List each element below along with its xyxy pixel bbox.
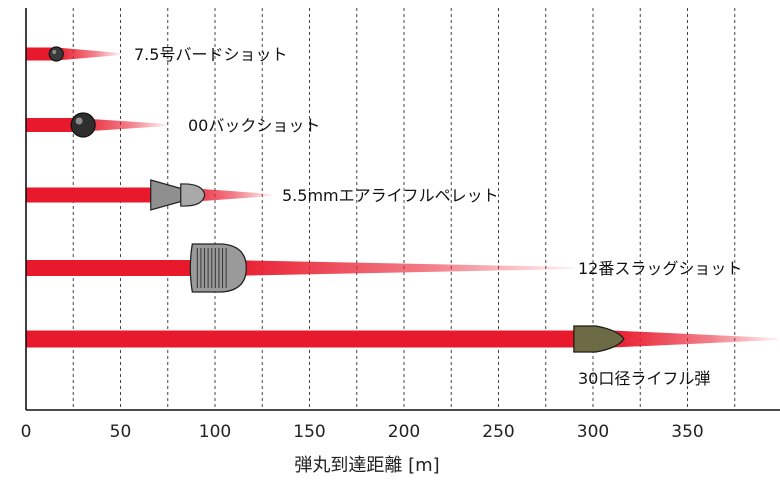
- x-tick-label: 200: [388, 422, 420, 442]
- projectile-label: 00バックショット: [188, 116, 320, 135]
- x-tick-label: 250: [482, 422, 514, 442]
- x-tick-label: 300: [577, 422, 609, 442]
- projectile-label: 30口径ライフル弾: [578, 369, 710, 388]
- x-tick-label: 50: [110, 422, 132, 442]
- range-bar-trail: [56, 47, 121, 61]
- small-shot-pellet-icon: [48, 46, 64, 62]
- x-tick-label: 150: [293, 422, 325, 442]
- diabolo-pellet-icon: [150, 179, 206, 211]
- projectile-label: 12番スラッグショット: [578, 259, 742, 278]
- grid-lines: [72, 8, 736, 410]
- range-bar: [26, 260, 225, 276]
- highlight-icon: [52, 50, 57, 54]
- range-bar: [26, 187, 181, 203]
- x-tick-label: 350: [671, 422, 703, 442]
- slug-icon: [189, 243, 247, 293]
- buckshot-ball-icon: [70, 112, 96, 138]
- highlight-icon: [75, 117, 83, 125]
- x-tick-label: 0: [21, 422, 32, 442]
- range-bar-trail: [75, 118, 168, 132]
- x-axis: 0 50 100 150 200 250 300 350: [21, 8, 780, 442]
- projectile-icons: [48, 46, 625, 353]
- range-bar: [26, 330, 612, 348]
- range-bar-trail: [224, 260, 575, 276]
- range-bar: [26, 47, 57, 61]
- x-tick-label: 100: [199, 422, 231, 442]
- range-bar-trail: [611, 330, 779, 348]
- projectile-labels: 7.5号バードショット 00バックショット 5.5mmエアライフルペレット 12番スラ…: [134, 45, 742, 388]
- projectile-label: 7.5号バードショット: [134, 45, 287, 64]
- x-axis-title: 弾丸到達距離 [m]: [294, 455, 439, 476]
- rifle-bullet-icon: [573, 325, 625, 353]
- projectile-label: 5.5mmエアライフルペレット: [282, 186, 499, 205]
- range-bar: [26, 118, 76, 132]
